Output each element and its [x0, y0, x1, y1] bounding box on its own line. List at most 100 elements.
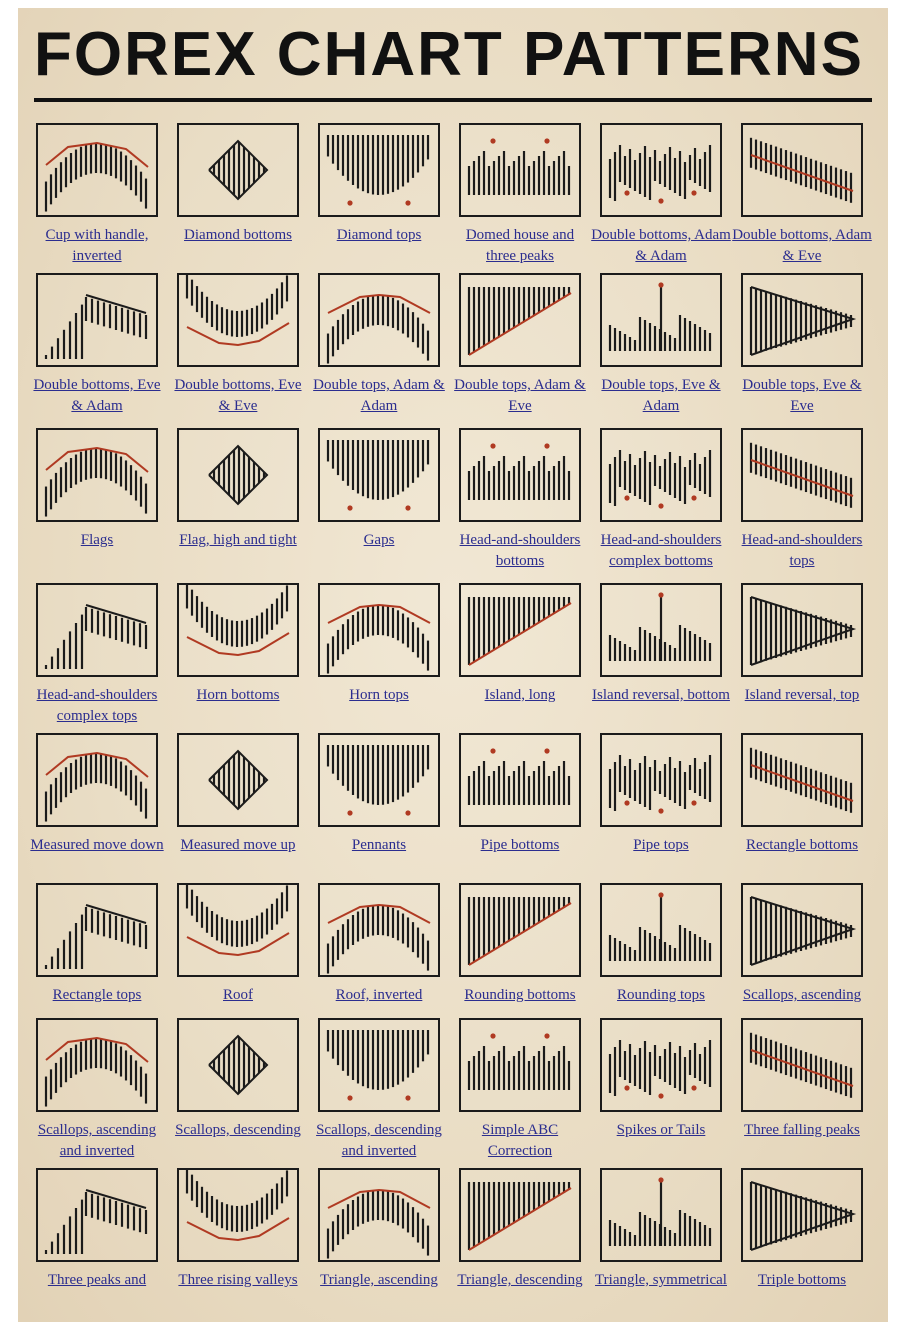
pattern-link[interactable]: Measured move down	[30, 837, 164, 853]
pattern-link[interactable]: Cup with handle, inverted	[45, 227, 149, 264]
pattern-link[interactable]: Island reversal, top	[744, 687, 860, 703]
double-tops-adam-adam-icon	[318, 273, 440, 367]
pattern-card: Island, long	[459, 583, 600, 733]
pattern-link[interactable]: Double tops, Eve & Eve	[742, 377, 862, 414]
pattern-card: Island reversal, top	[741, 583, 882, 733]
pattern-link[interactable]: Double tops, Eve & Adam	[601, 377, 721, 414]
pattern-card: Rectangle bottoms	[741, 733, 882, 883]
pattern-link[interactable]: Scallops, ascending	[742, 987, 862, 1003]
pattern-link[interactable]: Diamond bottoms	[184, 227, 292, 243]
pattern-card: Three falling peaks	[741, 1018, 882, 1168]
double-tops-eve-adam-icon	[600, 273, 722, 367]
flags-icon	[36, 428, 158, 522]
pattern-link[interactable]: Measured move up	[180, 837, 296, 853]
pattern-link[interactable]: Head-and-shoulders complex bottoms	[600, 532, 722, 569]
pattern-link[interactable]: Island, long	[484, 687, 556, 703]
pipe-bottoms-icon	[459, 733, 581, 827]
pattern-link[interactable]: Pennants	[351, 837, 407, 853]
pattern-link[interactable]: Horn tops	[349, 687, 409, 703]
pipe-tops-icon	[600, 733, 722, 827]
pattern-card: Double bottoms, Adam & Eve	[732, 123, 882, 273]
triangle-ascending-icon	[318, 1168, 440, 1262]
horn-bottoms-icon	[177, 583, 299, 677]
island-reversal-bottom-icon	[600, 583, 722, 677]
cup-with-handle-inverted-icon	[36, 123, 158, 217]
pattern-link[interactable]: Flags	[80, 532, 114, 548]
pattern-card: Scallops, ascending and inverted	[36, 1018, 177, 1168]
pattern-link[interactable]: Triple bottoms	[757, 1272, 847, 1288]
pattern-link[interactable]: Double bottoms, Eve & Eve	[174, 377, 302, 414]
pattern-link[interactable]: Three rising valleys	[178, 1272, 298, 1288]
pattern-link[interactable]: Simple ABC Correction	[481, 1122, 559, 1159]
pattern-link[interactable]: Head-and-shoulders bottoms	[459, 532, 581, 569]
double-bottoms-adam-eve-icon	[741, 123, 863, 217]
pattern-card: Simple ABC Correction	[459, 1018, 600, 1168]
pattern-link[interactable]: Three peaks and	[47, 1272, 147, 1288]
pattern-card: Double bottoms, Eve & Adam	[33, 273, 177, 423]
pattern-link[interactable]: Flag, high and tight	[179, 532, 297, 548]
pattern-link[interactable]: Rounding tops	[617, 987, 705, 1003]
pattern-link[interactable]: Triangle, ascending	[320, 1272, 438, 1288]
roof-icon	[177, 883, 299, 977]
flag-high-tight-icon	[177, 428, 299, 522]
triangle-descending-icon	[459, 1168, 581, 1262]
pattern-link[interactable]: Rounding bottoms	[464, 987, 576, 1003]
pattern-link[interactable]: Island reversal, bottom	[592, 687, 730, 703]
page-title: FOREX CHART PATTERNS	[34, 20, 864, 89]
pattern-link[interactable]: Double bottoms, Eve & Adam	[33, 377, 161, 414]
pennants-icon	[318, 733, 440, 827]
pattern-link[interactable]: Pipe tops	[633, 837, 689, 853]
pattern-link[interactable]: Spikes or Tails	[616, 1122, 706, 1138]
double-tops-adam-eve-icon	[459, 273, 581, 367]
pattern-link[interactable]: Horn bottoms	[196, 687, 280, 703]
island-long-icon	[459, 583, 581, 677]
scallops-ascending-icon	[741, 883, 863, 977]
hs-complex-bottoms-icon	[600, 428, 722, 522]
three-peaks-icon	[36, 1168, 158, 1262]
pattern-card: Scallops, descending	[175, 1018, 318, 1168]
pattern-link[interactable]: Rectangle bottoms	[745, 837, 859, 853]
pattern-link[interactable]: Scallops, descending	[175, 1122, 301, 1138]
three-rising-valleys-icon	[177, 1168, 299, 1262]
pattern-link[interactable]: Head-and-shoulders tops	[741, 532, 863, 569]
pattern-link[interactable]: Triangle, symmetrical	[595, 1272, 727, 1288]
pattern-card: Pipe bottoms	[459, 733, 600, 883]
rectangle-bottoms-icon	[741, 733, 863, 827]
pattern-link[interactable]: Pipe bottoms	[480, 837, 560, 853]
pattern-link[interactable]: Rectangle tops	[52, 987, 142, 1003]
double-bottoms-eve-eve-icon	[177, 273, 299, 367]
pattern-link[interactable]: Triangle, descending	[457, 1272, 583, 1288]
pattern-link[interactable]: Double bottoms, Adam & Adam	[591, 227, 731, 264]
measured-move-up-icon	[177, 733, 299, 827]
pattern-link[interactable]: Diamond tops	[336, 227, 422, 243]
pattern-link[interactable]: Domed house and three peaks	[465, 227, 575, 264]
pattern-card: Head-and-shoulders complex tops	[36, 583, 177, 733]
pattern-card: Double tops, Eve & Eve	[741, 273, 882, 423]
pattern-link[interactable]: Double tops, Adam & Adam	[313, 377, 445, 414]
pattern-link[interactable]: Roof, inverted	[335, 987, 423, 1003]
hs-bottoms-icon	[459, 428, 581, 522]
simple-abc-correction-icon	[459, 1018, 581, 1112]
pattern-card: Three peaks and	[36, 1168, 177, 1318]
pattern-link[interactable]: Roof	[223, 987, 253, 1003]
pattern-link[interactable]: Scallops, descending and inverted	[316, 1122, 442, 1159]
pattern-link[interactable]: Head-and-shoulders complex tops	[36, 687, 158, 724]
domed-house-icon	[459, 123, 581, 217]
pattern-link[interactable]: Three falling peaks	[744, 1122, 860, 1138]
pattern-card: Head-and-shoulders tops	[741, 428, 882, 578]
pattern-card: Diamond tops	[318, 123, 459, 273]
pattern-card: Horn bottoms	[177, 583, 318, 733]
pattern-card: Measured move down	[30, 733, 177, 883]
scallops-descending-icon	[177, 1018, 299, 1112]
pattern-link[interactable]: Scallops, ascending and inverted	[37, 1122, 157, 1159]
gaps-icon	[318, 428, 440, 522]
horn-tops-icon	[318, 583, 440, 677]
pattern-link[interactable]: Gaps	[363, 532, 395, 548]
pattern-link[interactable]: Double tops, Adam & Eve	[454, 377, 586, 414]
pattern-card: Pipe tops	[600, 733, 741, 883]
pattern-card: Island reversal, bottom	[592, 583, 741, 733]
pattern-link[interactable]: Double bottoms, Adam & Eve	[732, 227, 872, 264]
pattern-card: Rounding bottoms	[459, 883, 600, 1033]
pattern-card: Pennants	[318, 733, 459, 883]
diamond-bottoms-icon	[177, 123, 299, 217]
